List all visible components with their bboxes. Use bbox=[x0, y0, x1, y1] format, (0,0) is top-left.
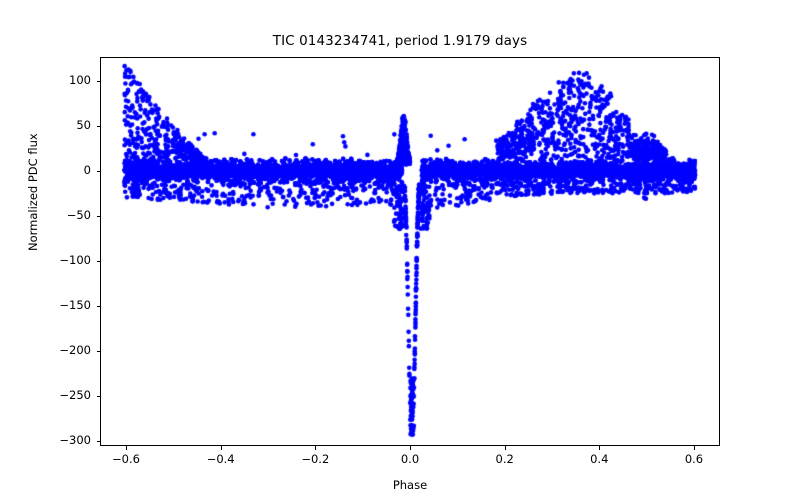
x-tick-mark bbox=[410, 446, 411, 450]
y-tick-label: 0 bbox=[83, 163, 91, 178]
x-tick-label: 0.0 bbox=[400, 452, 420, 466]
y-tick-mark bbox=[96, 351, 100, 352]
y-tick-mark bbox=[96, 171, 100, 172]
x-tick-label: 0.4 bbox=[590, 452, 609, 466]
x-tick-label: 0.2 bbox=[495, 452, 514, 466]
x-tick-mark bbox=[599, 446, 600, 450]
y-axis-label: Normalized PDC flux bbox=[26, 133, 40, 251]
y-tick-label: 100 bbox=[69, 73, 91, 88]
y-tick-mark bbox=[96, 81, 100, 82]
plot-axes-area bbox=[100, 57, 720, 446]
x-tick-mark bbox=[126, 446, 127, 450]
scatter-plot-canvas bbox=[101, 58, 719, 445]
page-title: TIC 0143234741, period 1.9179 days bbox=[272, 33, 528, 49]
y-tick-mark bbox=[96, 261, 100, 262]
x-tick-label: −0.6 bbox=[112, 452, 140, 466]
x-tick-label: 0.6 bbox=[684, 452, 704, 466]
y-tick-label: −300 bbox=[59, 433, 91, 448]
y-tick-label: −50 bbox=[66, 208, 91, 223]
x-tick-mark bbox=[505, 446, 506, 450]
y-tick-label: −250 bbox=[59, 388, 91, 403]
x-tick-mark bbox=[694, 446, 695, 450]
y-tick-mark bbox=[96, 306, 100, 307]
x-tick-mark bbox=[315, 446, 316, 450]
y-tick-label: −150 bbox=[59, 298, 91, 313]
y-tick-mark bbox=[96, 396, 100, 397]
x-axis-label: Phase bbox=[392, 478, 428, 492]
y-tick-label: −200 bbox=[59, 343, 91, 358]
y-tick-label: −100 bbox=[59, 253, 91, 268]
x-tick-label: −0.4 bbox=[206, 452, 235, 466]
y-tick-mark bbox=[96, 441, 100, 442]
x-tick-label: −0.2 bbox=[301, 452, 330, 466]
y-tick-label: 50 bbox=[76, 118, 91, 133]
x-tick-mark bbox=[221, 446, 222, 450]
y-tick-mark bbox=[96, 126, 100, 127]
y-tick-mark bbox=[96, 216, 100, 217]
